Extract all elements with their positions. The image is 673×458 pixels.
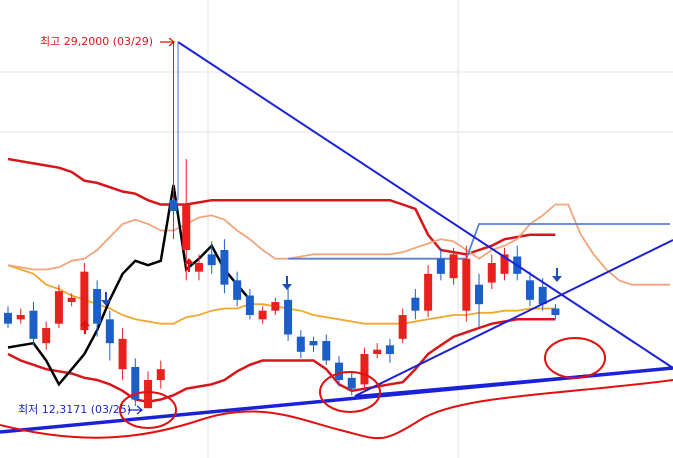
candle-body xyxy=(93,289,102,324)
candle-body xyxy=(29,310,38,339)
freehand-mark xyxy=(0,379,673,440)
drawings xyxy=(0,37,673,440)
candle-body xyxy=(144,380,153,409)
candle-body xyxy=(462,258,471,311)
candle-body xyxy=(4,312,12,324)
low-arrow xyxy=(128,405,143,415)
candle-body xyxy=(411,297,420,311)
candle-body xyxy=(284,299,293,335)
up-arrow xyxy=(184,258,194,272)
high-arrow xyxy=(160,37,175,47)
candle-body xyxy=(525,280,534,300)
candle-body xyxy=(245,295,254,316)
indicator-line xyxy=(7,157,556,256)
candle-body xyxy=(131,367,140,400)
candle-body xyxy=(500,254,509,274)
high-annotation: 최고 29,2000 (03/29) xyxy=(40,35,153,48)
candle-body xyxy=(182,204,191,251)
down-arrow xyxy=(552,268,562,282)
circle-mark xyxy=(544,337,606,379)
candle-body xyxy=(398,315,407,339)
candle-body xyxy=(54,291,63,324)
candle-body xyxy=(194,263,203,272)
down-arrow xyxy=(101,292,111,306)
candle-body xyxy=(373,349,382,355)
candle-body xyxy=(475,284,484,305)
candle-body xyxy=(105,319,114,344)
indicator-line xyxy=(7,318,556,403)
candle-body xyxy=(156,369,165,381)
candle-body xyxy=(296,336,305,352)
circle-mark xyxy=(319,371,381,413)
signal-arrows xyxy=(80,258,562,334)
candle-body xyxy=(271,302,280,311)
candle-body xyxy=(118,338,127,370)
support-line xyxy=(0,366,673,434)
candle-body xyxy=(207,254,216,266)
candle-body xyxy=(309,341,318,346)
candle-body xyxy=(16,315,25,320)
candle-body xyxy=(551,308,560,316)
candle-body xyxy=(322,341,331,361)
candle-body xyxy=(347,377,356,389)
candle-body xyxy=(385,345,394,355)
down-arrow xyxy=(282,276,292,290)
candle-body xyxy=(169,200,178,212)
candle-body xyxy=(67,297,76,303)
indicator-line xyxy=(288,223,670,260)
candle-body xyxy=(258,310,267,320)
low-annotation: 최저 12,3171 (03/25) xyxy=(18,403,131,416)
indicator-line xyxy=(7,203,670,286)
candle-body xyxy=(487,263,496,283)
candle-body xyxy=(360,354,369,385)
candle-body xyxy=(220,250,229,285)
candle-body xyxy=(449,254,458,279)
circle-mark xyxy=(119,391,177,429)
candle-body xyxy=(335,362,343,381)
candle-body xyxy=(424,273,433,311)
plot xyxy=(4,42,670,409)
candle-body xyxy=(80,271,89,331)
candle-body xyxy=(436,258,445,274)
candle-body xyxy=(42,328,51,344)
indicator-line xyxy=(7,184,251,387)
up-arrow xyxy=(80,320,90,334)
candle-body xyxy=(538,286,547,305)
candle-body xyxy=(233,280,242,300)
